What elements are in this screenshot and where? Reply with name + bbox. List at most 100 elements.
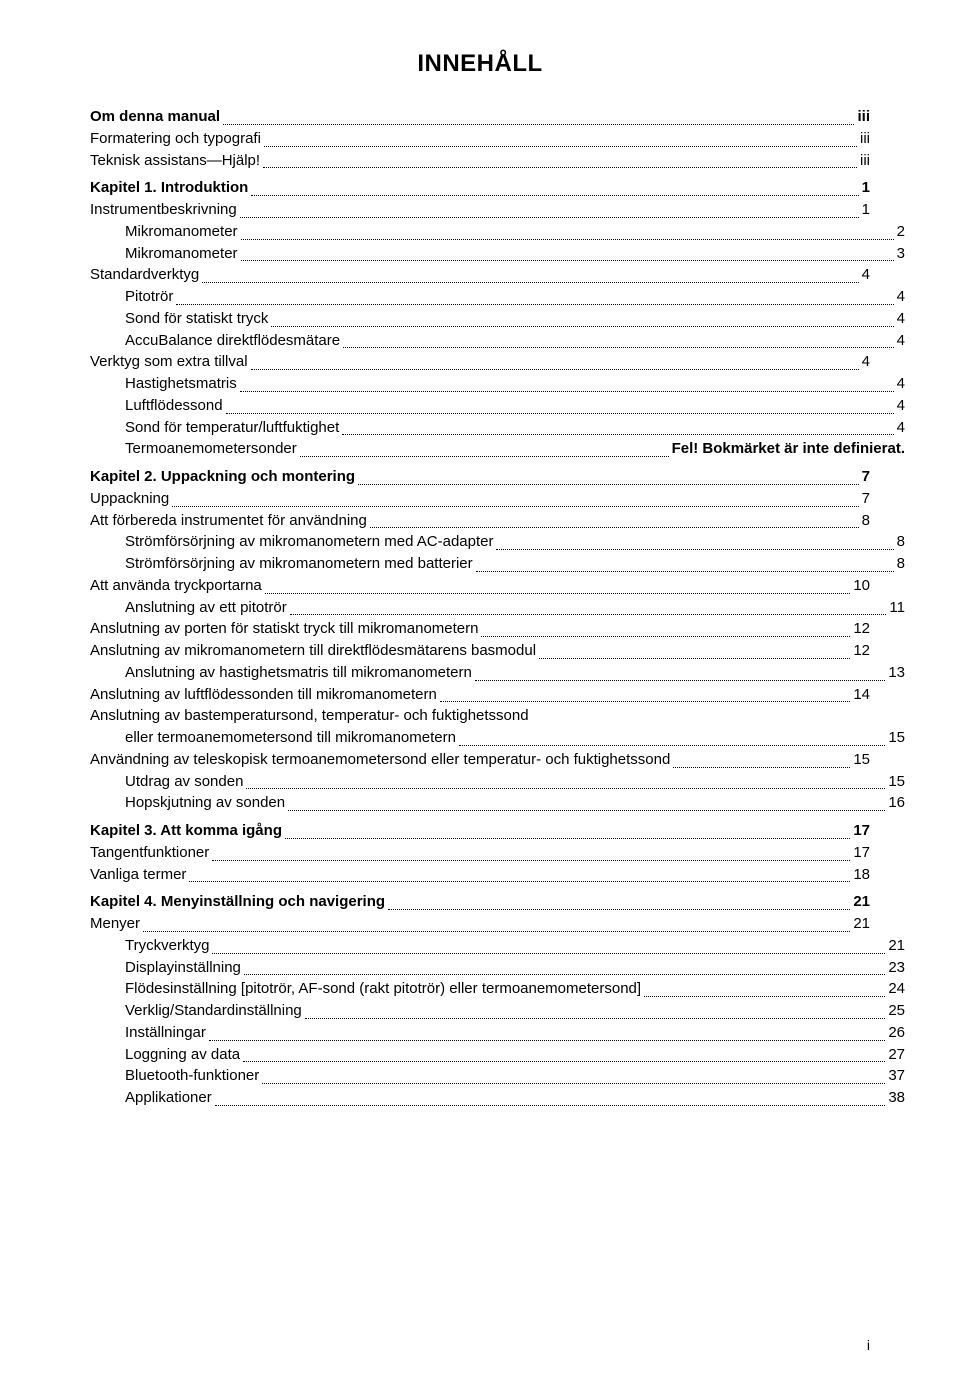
toc-entry: Användning av teleskopisk termoanemomete… [90, 749, 870, 771]
toc-entry-label: Kapitel 4. Menyinställning och navigerin… [90, 891, 385, 913]
toc-dot-leader [240, 391, 894, 392]
toc-entry-label: Tangentfunktioner [90, 842, 209, 864]
toc-entry-label: Kapitel 1. Introduktion [90, 177, 248, 199]
toc-entry-page: 17 [853, 842, 870, 864]
toc-dot-leader [459, 745, 885, 746]
toc-entry-page: 21 [888, 935, 905, 957]
toc-dot-leader [215, 1105, 886, 1106]
toc-entry-label: Anslutning av mikromanometern till direk… [90, 640, 536, 662]
toc-dot-leader [202, 282, 858, 283]
toc-entry-page: 18 [853, 864, 870, 886]
toc-entry: Sond för temperatur/luftfuktighet4 [125, 417, 905, 439]
toc-entry-page: 1 [862, 177, 870, 199]
toc-entry: Flödesinställning [pitotrör, AF-sond (ra… [125, 978, 905, 1000]
toc-dot-leader [388, 909, 850, 910]
toc-entry: Formatering och typografiiii [90, 128, 870, 150]
toc-dot-leader [285, 838, 850, 839]
toc-entry-page: 4 [897, 286, 905, 308]
toc-dot-leader [343, 347, 894, 348]
toc-entry-label: Anslutning av luftflödessonden till mikr… [90, 684, 437, 706]
toc-dot-leader [342, 434, 893, 435]
toc-entry-page: 3 [897, 243, 905, 265]
toc-entry-label: Verklig/Standardinställning [125, 1000, 302, 1022]
toc-entry-label: Displayinställning [125, 957, 241, 979]
toc-entry-label: eller termoanemometersond till mikromano… [125, 727, 456, 749]
toc-entry-page: 11 [889, 597, 905, 619]
toc-entry: Standardverktyg4 [90, 264, 870, 286]
toc-entry: Hopskjutning av sonden 16 [125, 792, 905, 814]
toc-dot-leader [143, 931, 850, 932]
toc-entry: Pitotrör4 [125, 286, 905, 308]
toc-entry-page: 8 [897, 553, 905, 575]
toc-dot-leader [290, 614, 887, 615]
toc-dot-leader [271, 326, 893, 327]
toc-entry-page: 17 [853, 820, 870, 842]
toc-entry-label: Utdrag av sonden [125, 771, 243, 793]
toc-entry-page: 16 [888, 792, 905, 814]
toc-entry: Tangentfunktioner 17 [90, 842, 870, 864]
toc-dot-leader [265, 593, 851, 594]
toc-entry-label: Användning av teleskopisk termoanemomete… [90, 749, 670, 771]
toc-entry: Anslutning av mikromanometern till direk… [90, 640, 870, 662]
toc-entry-label: Teknisk assistans—Hjälp! [90, 150, 260, 172]
toc-dot-leader [496, 549, 893, 550]
toc-entry-page: 21 [853, 913, 870, 935]
toc-entry: Anslutning av porten för statiskt tryck … [90, 618, 870, 640]
toc-dot-leader [644, 996, 885, 997]
toc-entry-page: 2 [897, 221, 905, 243]
toc-dot-leader [189, 881, 850, 882]
toc-dot-leader [212, 860, 850, 861]
toc-entry-label: Kapitel 3. Att komma igång [90, 820, 282, 842]
toc-entry-label: Uppackning [90, 488, 169, 510]
toc-dot-leader [241, 260, 894, 261]
toc-entry-label: Hastighetsmatris [125, 373, 237, 395]
toc-entry-page: 4 [897, 373, 905, 395]
toc-entry: Kapitel 2. Uppackning och montering7 [90, 466, 870, 488]
toc-entry: Kapitel 4. Menyinställning och navigerin… [90, 891, 870, 913]
toc-entry-page: 12 [853, 618, 870, 640]
toc-entry-label: Hopskjutning av sonden [125, 792, 285, 814]
toc-entry-label: Anslutning av porten för statiskt tryck … [90, 618, 478, 640]
toc-entry-label: Mikromanometer [125, 243, 238, 265]
toc-dot-leader [240, 217, 859, 218]
toc-entry-page: 21 [853, 891, 870, 913]
toc-entry: Kapitel 1. Introduktion 1 [90, 177, 870, 199]
toc-entry: Teknisk assistans—Hjälp!iii [90, 150, 870, 172]
toc-entry-label: Strömförsörjning av mikromanometern med … [125, 531, 493, 553]
toc-entry-label: Sond för temperatur/luftfuktighet [125, 417, 339, 439]
toc-dot-leader [209, 1040, 885, 1041]
toc-entry-page: 10 [853, 575, 870, 597]
toc-entry-page: 12 [853, 640, 870, 662]
toc-entry-page: 8 [862, 510, 870, 532]
toc-entry: Hastighetsmatris 4 [125, 373, 905, 395]
toc-entry-label: Strömförsörjning av mikromanometern med … [125, 553, 473, 575]
toc-entry-page: 7 [862, 466, 870, 488]
toc-entry-page: 27 [888, 1044, 905, 1066]
toc-entry: Att förbereda instrumentet för användnin… [90, 510, 870, 532]
toc-entry-page: 4 [862, 264, 870, 286]
toc-entry-page: 13 [888, 662, 905, 684]
toc-entry: Mikromanometer2 [125, 221, 905, 243]
toc-entry: Strömförsörjning av mikromanometern med … [125, 531, 905, 553]
toc-dot-leader [251, 195, 858, 196]
toc-dot-leader [172, 506, 858, 507]
toc-entry: Menyer 21 [90, 913, 870, 935]
toc-entry-label: Formatering och typografi [90, 128, 261, 150]
toc-entry-label: Anslutning av bastemperatursond, tempera… [90, 707, 529, 724]
footer-page-number: i [867, 1337, 870, 1353]
toc-dot-leader [370, 527, 859, 528]
toc-entry-label: Bluetooth-funktioner [125, 1065, 259, 1087]
toc-dot-leader [264, 146, 857, 147]
toc-entry: Uppackning7 [90, 488, 870, 510]
toc-entry: Luftflödessond4 [125, 395, 905, 417]
toc-entry-label: Verktyg som extra tillval [90, 351, 248, 373]
toc-entry: Inställningar26 [125, 1022, 905, 1044]
toc-entry-page: 26 [888, 1022, 905, 1044]
toc-dot-leader [305, 1018, 886, 1019]
toc-dot-leader [244, 974, 885, 975]
toc-entry-label: Anslutning av hastighetsmatris till mikr… [125, 662, 472, 684]
toc-entry-label: Menyer [90, 913, 140, 935]
toc-entry-page: 4 [862, 351, 870, 373]
toc-dot-leader [241, 239, 894, 240]
toc-entry: Anslutning av bastemperatursond, tempera… [90, 705, 870, 749]
